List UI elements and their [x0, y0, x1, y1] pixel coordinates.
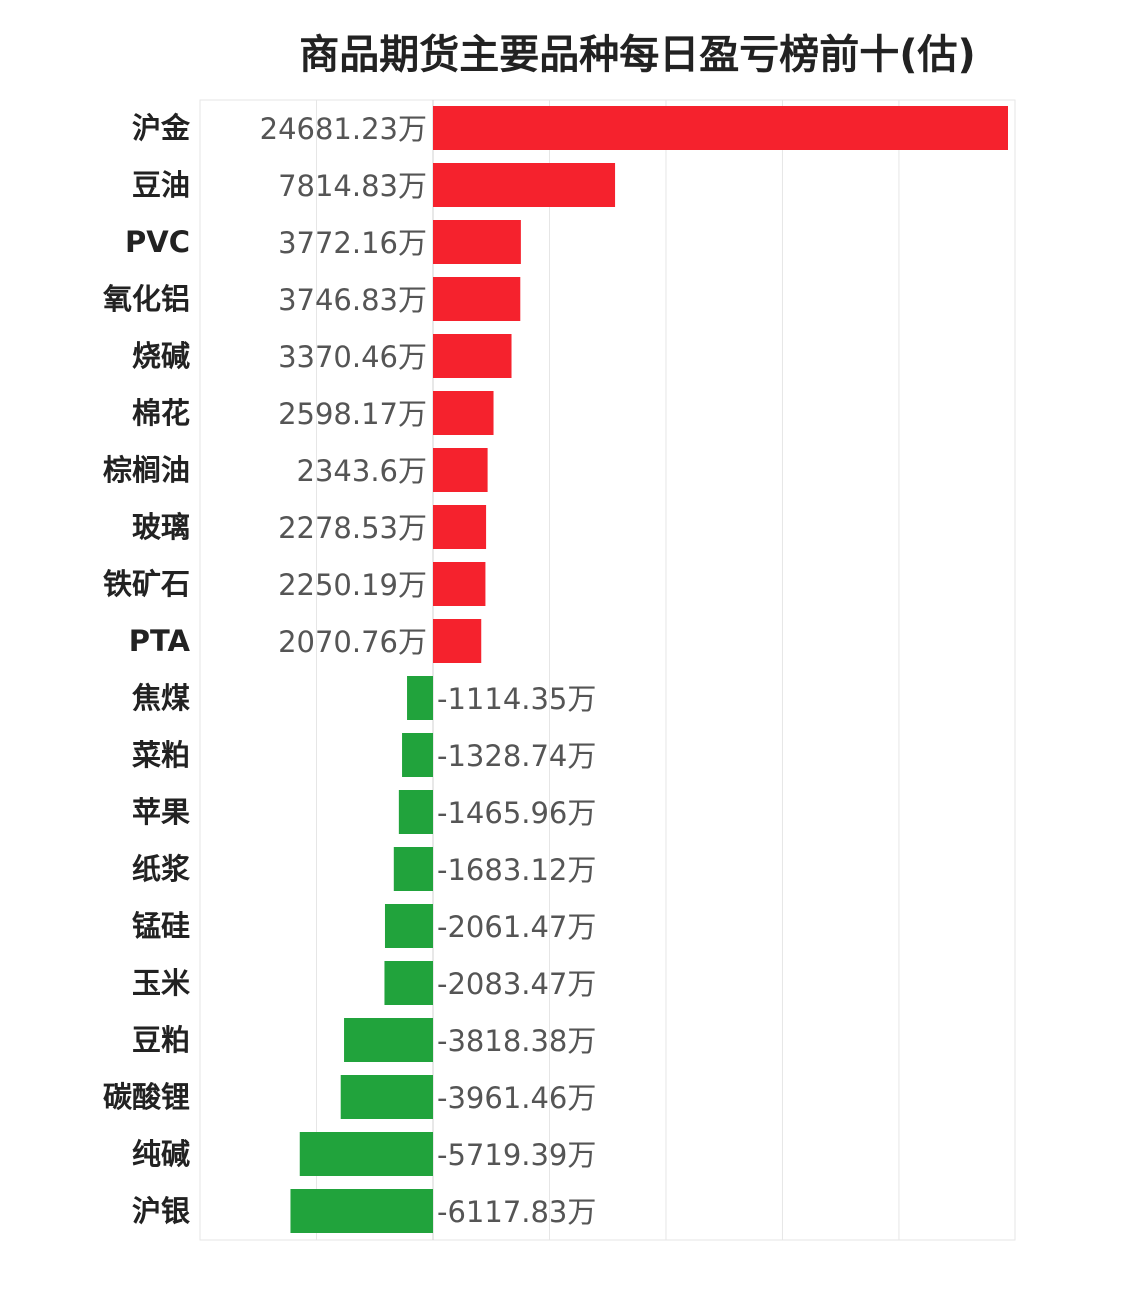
bar [433, 448, 488, 492]
bar [433, 163, 616, 207]
category-label: PTA [129, 624, 191, 658]
category-label: 氧化铝 [102, 282, 190, 316]
bar [433, 106, 1008, 150]
value-label: 2598.17万 [278, 397, 427, 431]
category-label: 锰硅 [132, 909, 190, 943]
category-label: 沪金 [132, 111, 191, 145]
bar [402, 733, 433, 777]
category-label: PVC [125, 225, 190, 259]
bar [384, 961, 433, 1005]
value-label: 2070.76万 [278, 625, 427, 659]
bar [398, 790, 433, 834]
bar [433, 277, 521, 321]
category-label: 豆油 [132, 168, 190, 202]
category-label: 焦煤 [132, 681, 190, 715]
category-label: 纸浆 [132, 852, 191, 886]
value-label: 3370.46万 [278, 340, 427, 374]
category-label: 碳酸锂 [103, 1080, 190, 1114]
category-label: 菜粕 [132, 738, 190, 772]
bar [393, 847, 433, 891]
value-label: 3746.83万 [278, 283, 427, 317]
category-label: 沪银 [132, 1194, 190, 1228]
bar [299, 1132, 433, 1176]
value-label: -1328.74万 [437, 739, 596, 773]
bar [344, 1018, 433, 1062]
value-label: -3818.38万 [437, 1024, 596, 1058]
bar [433, 334, 512, 378]
bar [433, 619, 482, 663]
value-label: -6117.83万 [437, 1195, 596, 1229]
bar [290, 1189, 433, 1233]
category-label: 苹果 [132, 795, 190, 829]
category-label: 铁矿石 [103, 567, 190, 601]
category-label: 玻璃 [132, 510, 190, 544]
bars [290, 106, 1008, 1233]
value-label: 7814.83万 [278, 169, 427, 203]
value-label: -2083.47万 [437, 967, 596, 1001]
category-label: 纯碱 [132, 1137, 190, 1171]
bar [433, 220, 521, 264]
value-label: -2061.47万 [437, 910, 596, 944]
category-label: 烧碱 [132, 339, 190, 373]
bar [433, 505, 487, 549]
value-label: -1465.96万 [437, 796, 596, 830]
chart-title: 商品期货主要品种每日盈亏榜前十(估) [299, 32, 976, 78]
value-label: 2343.6万 [297, 454, 427, 488]
value-label: -1114.35万 [437, 682, 596, 716]
value-label: -3961.46万 [437, 1081, 596, 1115]
plot-frame [199, 99, 1016, 1241]
category-label: 玉米 [132, 966, 190, 1000]
category-label: 豆粕 [132, 1023, 190, 1057]
value-label: 24681.23万 [260, 112, 427, 146]
bar [407, 676, 433, 720]
bar [340, 1075, 433, 1119]
value-label: -1683.12万 [437, 853, 596, 887]
bar [433, 391, 494, 435]
value-label: 2278.53万 [278, 511, 427, 545]
category-label: 棕榈油 [103, 453, 190, 487]
category-label: 棉花 [132, 396, 190, 430]
bar [433, 562, 486, 606]
value-label: -5719.39万 [437, 1138, 596, 1172]
value-label: 3772.16万 [278, 226, 427, 260]
value-label: 2250.19万 [278, 568, 427, 602]
bar [384, 904, 433, 948]
grid-lines [199, 99, 1016, 1241]
